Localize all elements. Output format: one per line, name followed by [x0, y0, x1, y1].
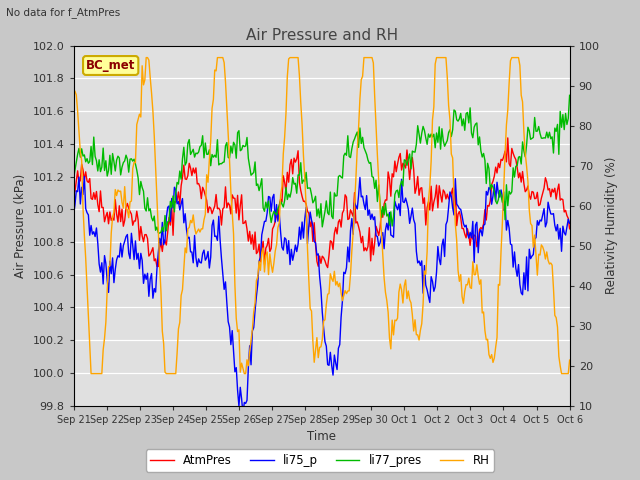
li77_pres	[156, 230, 163, 236]
Text: No data for f_AtmPres: No data for f_AtmPres	[6, 7, 121, 18]
li75_p	[504, 217, 511, 223]
AtmPres	[269, 226, 276, 232]
Line: RH: RH	[74, 58, 570, 373]
li75_p	[70, 212, 77, 218]
RH	[504, 107, 511, 113]
Text: BC_met: BC_met	[86, 59, 136, 72]
AtmPres	[263, 242, 271, 248]
li77_pres	[433, 130, 440, 136]
RH	[266, 251, 274, 257]
Y-axis label: Air Pressure (kPa): Air Pressure (kPa)	[14, 173, 28, 278]
RH	[271, 248, 279, 254]
AtmPres	[324, 264, 332, 270]
Y-axis label: Relativity Humidity (%): Relativity Humidity (%)	[605, 157, 618, 294]
li77_pres	[502, 182, 510, 188]
li77_pres	[157, 229, 165, 235]
li75_p	[434, 244, 442, 250]
AtmPres	[502, 159, 510, 165]
RH	[434, 55, 442, 60]
li75_p	[271, 219, 279, 225]
Line: li75_p: li75_p	[74, 177, 570, 414]
RH	[480, 309, 488, 315]
Legend: AtmPres, li75_p, li77_pres, RH: AtmPres, li75_p, li77_pres, RH	[146, 449, 494, 472]
AtmPres	[433, 182, 440, 188]
li75_p	[157, 242, 165, 248]
RH	[142, 55, 150, 60]
RH	[159, 328, 166, 334]
AtmPres	[478, 226, 486, 232]
Line: li77_pres: li77_pres	[74, 96, 570, 233]
AtmPres	[156, 246, 163, 252]
RH	[87, 371, 95, 376]
AtmPres	[70, 188, 77, 193]
X-axis label: Time: Time	[307, 430, 336, 443]
Line: AtmPres: AtmPres	[74, 138, 570, 267]
Title: Air Pressure and RH: Air Pressure and RH	[246, 28, 397, 43]
RH	[566, 357, 573, 363]
li75_p	[566, 220, 573, 226]
li75_p	[81, 174, 88, 180]
AtmPres	[504, 135, 511, 141]
AtmPres	[566, 226, 573, 232]
li77_pres	[270, 209, 278, 215]
li77_pres	[70, 175, 77, 181]
li75_p	[480, 223, 488, 228]
li77_pres	[566, 93, 573, 98]
li77_pres	[265, 198, 273, 204]
RH	[70, 87, 77, 93]
li75_p	[266, 194, 274, 200]
li75_p	[239, 411, 247, 417]
li77_pres	[478, 154, 486, 160]
